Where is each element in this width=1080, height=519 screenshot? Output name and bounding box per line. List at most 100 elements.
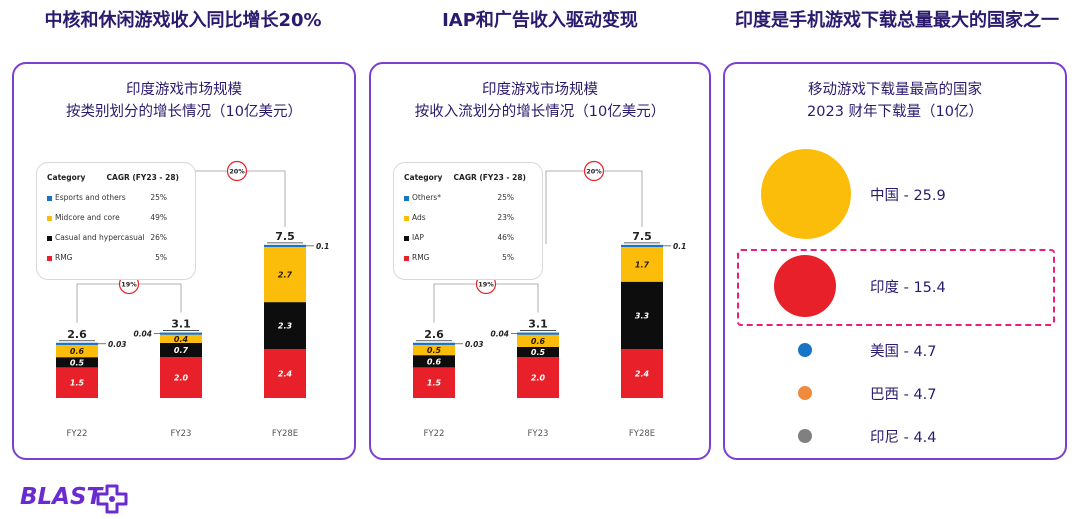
legend-swatch <box>47 255 52 261</box>
bar-value-label: 2.0 <box>531 374 546 383</box>
legend-cagr: 23% <box>497 213 514 222</box>
legend-header-cagr: CAGR (FY23 - 28) <box>106 173 179 182</box>
bar-value-label: 0.5 <box>531 348 546 357</box>
legend-name: RMG <box>412 253 430 262</box>
bar-value-label: 2.0 <box>174 374 189 383</box>
legend-header-cagr: CAGR (FY23 - 28) <box>453 173 526 182</box>
legend-row: RMG 5% <box>404 253 534 262</box>
bar-value-label: 0.5 <box>427 346 442 355</box>
bar-segment <box>160 332 202 335</box>
bar-value-label: 1.5 <box>427 379 442 388</box>
bar-segment <box>56 367 98 398</box>
bar-value-label: 2.4 <box>635 370 650 379</box>
legend-header: Category CAGR (FY23 - 28) <box>47 173 187 182</box>
legend-header-category: Category <box>47 173 86 182</box>
headline-monetization: IAP和广告收入驱动变现 <box>442 10 638 31</box>
legend-row: Midcore and core 49% <box>47 213 187 222</box>
legend-cagr: 25% <box>497 193 514 202</box>
bar-segment <box>160 342 202 358</box>
chart-title-line-1: 印度游戏市场规模 <box>482 82 598 98</box>
bar-segment <box>413 355 455 368</box>
bar-value-label: 1.5 <box>70 379 85 388</box>
bubble-usa <box>798 343 812 357</box>
bar-segment <box>160 357 202 398</box>
chart-title-line-1: 移动游戏下载量最高的国家 <box>808 82 982 98</box>
bubble-indonesia <box>798 429 812 443</box>
chart-panel-by-category: 印度游戏市场规模 按类别划分的增长情况（10亿美元） 1.5 0.5 0.6 0.03… <box>12 62 356 460</box>
chart-title-line-2: 按类别划分的增长情况（10亿美元） <box>66 104 302 120</box>
chart-title: 印度游戏市场规模 按类别划分的增长情况（10亿美元） <box>14 79 354 123</box>
bar-value-label: 0.7 <box>174 346 189 355</box>
legend-row: RMG 5% <box>47 253 187 262</box>
bubble-india <box>774 255 836 317</box>
bar-value-label: 0.6 <box>531 337 546 346</box>
bar-value-label: 2.3 <box>278 322 293 331</box>
bubble-brazil <box>798 386 812 400</box>
bar-value-label: 0.1 <box>316 242 329 251</box>
chart-title-line-2: 2023 财年下载量（10亿） <box>807 104 983 120</box>
bar-total-label: 3.1 <box>171 318 191 331</box>
bar-value-label: 0.04 <box>133 330 152 339</box>
gamepad-cross-icon <box>96 484 128 514</box>
downloads-bubble-panel: 移动游戏下载量最高的国家 2023 财年下载量（10亿） 中国 - 25.9 印… <box>723 62 1067 460</box>
bubble-label: 印尼 - 4.4 <box>870 430 937 446</box>
chart-title-line-2: 按收入流划分的增长情况（10亿美元） <box>414 104 666 120</box>
bar-segment <box>517 347 559 358</box>
bar-segment <box>413 344 455 356</box>
legend-swatch <box>404 235 409 241</box>
headline-downloads: 印度是手机游戏下载总量最大的国家之一 <box>735 10 1059 31</box>
chart-title-line-1: 印度游戏市场规模 <box>126 82 242 98</box>
stacked-bar-chart: 1.5 0.6 0.5 0.03 2.6 FY22 2.0 0.5 0.6 0.04 3.1 FY23… <box>413 160 686 439</box>
legend-name: Ads <box>412 213 426 222</box>
bar-segment <box>264 244 306 248</box>
x-tick-label: FY22 <box>67 429 88 439</box>
bar-segment <box>517 332 559 335</box>
bar-value-label: 2.7 <box>278 271 293 280</box>
growth-badge-label: 19% <box>121 281 137 289</box>
bar-segment <box>264 349 306 398</box>
bar-segment <box>621 349 663 398</box>
growth-connector <box>545 170 643 244</box>
legend-cagr: 49% <box>150 213 167 222</box>
x-tick-label: FY23 <box>171 429 192 439</box>
bar-total-label: 2.6 <box>424 328 444 341</box>
bubble-label: 印度 - 15.4 <box>870 280 946 296</box>
legend-cagr: 26% <box>150 233 167 242</box>
bar-segment <box>56 342 98 345</box>
bar-total-label: 7.5 <box>632 230 652 243</box>
bar-segment <box>517 357 559 398</box>
bubble-label: 美国 - 4.7 <box>870 344 937 360</box>
bar-segment <box>413 367 455 398</box>
legend-cagr: 46% <box>497 233 514 242</box>
legend-swatch <box>47 235 52 241</box>
bubble-label: 中国 - 25.9 <box>870 188 946 204</box>
legend-row: Casual and hypercasual 26% <box>47 233 187 242</box>
bar-value-label: 0.6 <box>427 357 442 366</box>
legend-name: Esports and others <box>55 193 126 202</box>
bar-value-label: 0.5 <box>70 358 85 367</box>
x-tick-label: FY22 <box>424 429 445 439</box>
legend-swatch <box>404 255 409 261</box>
bar-segment <box>621 281 663 350</box>
bar-value-label: 2.4 <box>278 370 293 379</box>
legend-row: Ads 23% <box>404 213 534 222</box>
legend-swatch <box>404 215 409 221</box>
headline-revenue-growth: 中核和休闲游戏收入同比增长20% <box>44 10 322 31</box>
chart-panel-by-revenue-stream: 印度游戏市场规模 按收入流划分的增长情况（10亿美元） 1.5 0.6 0.5 0.0… <box>369 62 711 460</box>
chart-legend: Category CAGR (FY23 - 28) Esports and ot… <box>36 162 196 280</box>
x-tick-label: FY23 <box>528 429 549 439</box>
legend-row: IAP 46% <box>404 233 534 242</box>
bar-total-label: 7.5 <box>275 230 295 243</box>
bar-value-label: 0.04 <box>490 330 509 339</box>
growth-badge <box>226 160 248 182</box>
bar-segment <box>621 244 663 248</box>
bar-value-label: 3.3 <box>635 311 650 320</box>
chart-title: 印度游戏市场规模 按收入流划分的增长情况（10亿美元） <box>371 79 709 123</box>
stacked-bar-chart: 1.5 0.5 0.6 0.03 2.6 FY22 2.0 0.7 0.4 0.04 3.1 FY23… <box>56 160 329 439</box>
legend-swatch <box>404 195 409 201</box>
legend-header: Category CAGR (FY23 - 28) <box>404 173 534 182</box>
growth-badge-label: 20% <box>229 168 245 176</box>
bar-segment <box>413 342 455 345</box>
growth-badge <box>583 160 605 182</box>
legend-name: IAP <box>412 233 424 242</box>
